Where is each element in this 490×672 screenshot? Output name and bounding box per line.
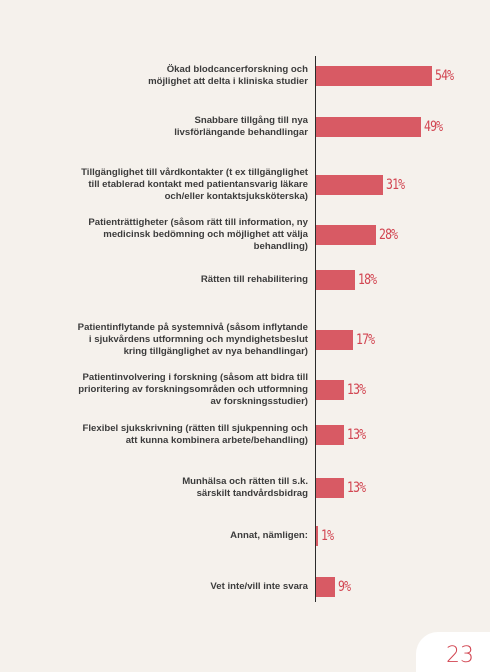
bar bbox=[316, 175, 383, 195]
category-label: Patienträttigheter (såsom rätt till info… bbox=[88, 217, 308, 252]
page-corner: 23 bbox=[416, 632, 490, 672]
bar bbox=[316, 66, 432, 86]
value-label: 28% bbox=[379, 227, 398, 243]
value-label: 13% bbox=[346, 382, 366, 398]
category-label: Vet inte/vill inte svara bbox=[210, 581, 308, 592]
category-label: Snabbare tillgång till nya livsförlängand… bbox=[174, 115, 308, 138]
bar bbox=[316, 577, 336, 597]
value-label: 31% bbox=[385, 177, 405, 193]
bar bbox=[316, 380, 344, 400]
value-label: 18% bbox=[357, 272, 377, 288]
bar bbox=[316, 425, 344, 445]
bar bbox=[316, 117, 422, 137]
category-label: Patientinflytande på systemnivå (såsom i… bbox=[77, 322, 308, 357]
value-label: 1% bbox=[321, 528, 334, 544]
category-label: Flexibel sjukskrivning (rätten till sjuk… bbox=[82, 423, 309, 446]
value-label: 49% bbox=[424, 119, 443, 135]
bar-chart: Ökad blodcancerforskning och möjlighet at… bbox=[77, 56, 454, 602]
value-label: 13% bbox=[346, 480, 366, 496]
category-label: Tillgänglighet till vårdkontakter (t ex … bbox=[81, 167, 308, 202]
value-label: 17% bbox=[355, 332, 375, 348]
category-label: Patientinvolvering i forskning (såsom at… bbox=[78, 372, 308, 407]
bar bbox=[316, 478, 344, 498]
bar bbox=[316, 330, 353, 350]
value-label: 9% bbox=[338, 579, 351, 595]
category-label: Rätten till rehabilitering bbox=[200, 274, 308, 285]
category-label: Ökad blodcancerforskning och möjlighet at… bbox=[148, 64, 308, 87]
page-number: 23 bbox=[446, 643, 474, 668]
axis-line bbox=[315, 56, 317, 602]
value-label: 13% bbox=[346, 427, 366, 443]
bar bbox=[316, 526, 319, 546]
value-label: 54% bbox=[435, 68, 454, 84]
category-label: Munhälsa och rätten till s.k. särskilt ta… bbox=[182, 476, 308, 499]
bar bbox=[316, 225, 377, 245]
category-label: Annat, nämligen: bbox=[230, 530, 308, 541]
bar bbox=[316, 270, 355, 290]
